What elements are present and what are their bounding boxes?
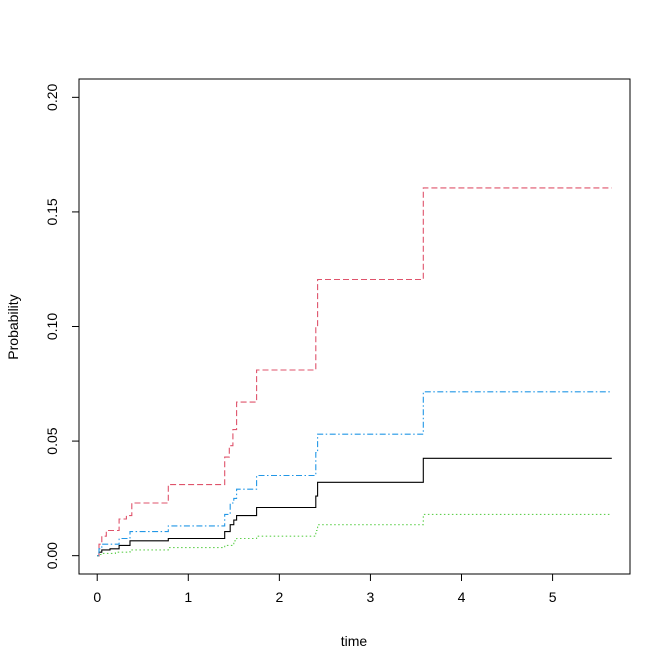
series-line-1 [97, 457, 612, 557]
x-tick-label: 2 [275, 589, 283, 605]
y-tick-label: 0.20 [44, 83, 60, 110]
y-axis: 0.00 0.05 0.10 0.15 0.20 [44, 83, 80, 569]
series-line-2 [97, 187, 612, 557]
x-axis: 0 1 2 3 4 5 [93, 573, 557, 605]
series-line-4 [97, 391, 612, 557]
x-axis-label: time [341, 633, 368, 649]
series-line-3 [97, 513, 612, 557]
x-tick-label: 0 [93, 589, 101, 605]
y-tick-label: 0.10 [44, 313, 60, 340]
x-tick-label: 4 [458, 589, 466, 605]
x-tick-label: 3 [367, 589, 375, 605]
x-tick-label: 1 [184, 589, 192, 605]
y-tick-label: 0.05 [44, 427, 60, 454]
y-axis-label: Probability [5, 294, 21, 359]
plot-frame [78, 78, 631, 575]
y-tick-label: 0.15 [44, 198, 60, 225]
x-tick-label: 5 [549, 589, 557, 605]
y-tick-label: 0.00 [44, 542, 60, 569]
series-layer [97, 187, 612, 557]
